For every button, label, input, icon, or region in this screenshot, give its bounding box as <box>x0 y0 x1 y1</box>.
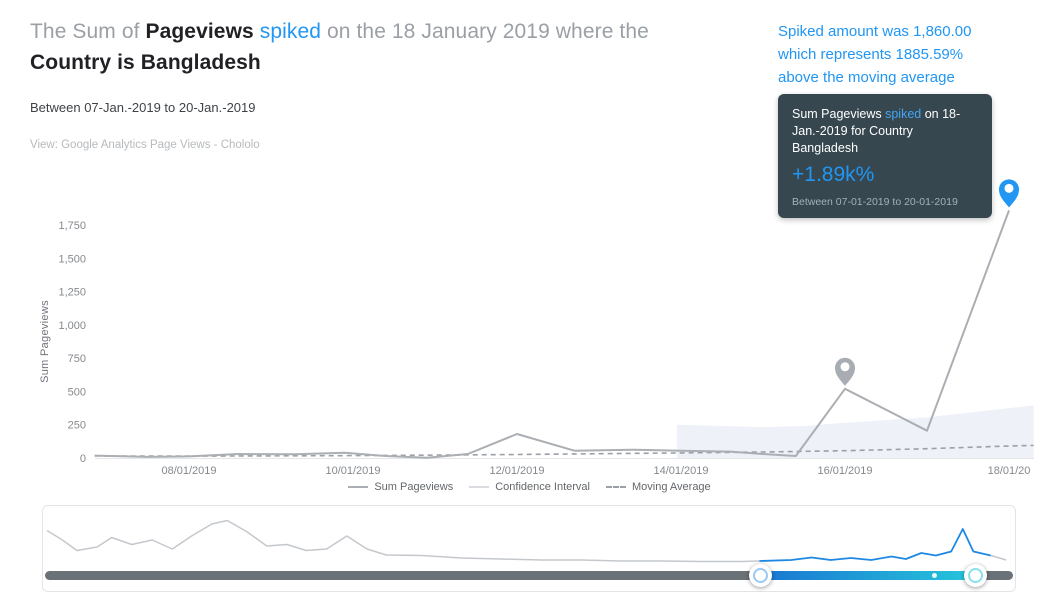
legend-swatch-icon <box>469 486 490 488</box>
track-position-dot <box>932 573 938 578</box>
confidence-interval-band <box>676 405 1034 458</box>
title-metric: Pageviews <box>145 20 254 43</box>
sparkline-segment <box>990 554 1007 561</box>
pin-body <box>835 357 855 386</box>
y-tick-label: 750 <box>68 353 86 365</box>
title-line-2: Country is Bangladesh <box>30 47 649 78</box>
y-tick-label: 1,500 <box>58 253 86 265</box>
selected-range[interactable] <box>760 571 976 580</box>
pin-hole <box>1004 183 1014 193</box>
page-title: The Sum of Pageviews spiked on the 18 Ja… <box>30 16 649 78</box>
spike-percentage: +1.89k% <box>792 163 875 186</box>
range-handle-right[interactable] <box>963 564 987 587</box>
range-handle-left[interactable] <box>748 564 772 587</box>
x-tick-label: 16/01/2019 <box>817 465 872 477</box>
y-tick-label: 500 <box>68 386 86 398</box>
minor-spike-pin-icon[interactable] <box>835 357 855 386</box>
pageviews-line-chart[interactable]: 0 250 500 750 1,000 1,250 1,500 1,750 Sum Pagevi… <box>0 170 1059 480</box>
x-tick-label: 10/01/2019 <box>325 465 380 477</box>
y-tick-label: 1,750 <box>58 220 86 232</box>
x-tick-label: 18/01/20 <box>988 465 1031 477</box>
spike-annotation-line: above the moving average <box>778 69 955 86</box>
pin-hole <box>840 362 850 372</box>
moving-average-line <box>94 444 1034 457</box>
legend-swatch-icon <box>605 486 626 488</box>
x-tick-label: 12/01/2019 <box>489 465 544 477</box>
legend-item-moving-average[interactable]: Moving Average <box>605 481 711 493</box>
legend-label: Sum Pageviews <box>374 481 454 493</box>
pageviews-line <box>94 210 1010 459</box>
spike-annotation: Spiked amount was 1,860.00 which represe… <box>778 20 971 89</box>
y-tick-label: 250 <box>68 420 86 432</box>
tooltip-text: Sum Pageviews spiked on 18-Jan.-2019 for… <box>792 106 978 157</box>
spike-annotation-line: Spiked amount was 1,860.00 <box>778 23 972 40</box>
legend-item-confidence-interval[interactable]: Confidence Interval <box>469 481 590 493</box>
spike-tooltip: Sum Pageviews spiked on 18-Jan.-2019 for… <box>778 94 992 218</box>
chart-legend: Sum Pageviews Confidence Interval Moving A… <box>0 481 1059 493</box>
major-spike-pin-icon[interactable] <box>999 179 1019 208</box>
range-slider-track[interactable] <box>45 564 1013 587</box>
legend-swatch-icon <box>348 486 369 488</box>
date-range-subtitle: Between 07-Jan.-2019 to 20-Jan.-2019 <box>30 100 256 115</box>
x-tick-label: 14/01/2019 <box>653 465 708 477</box>
title-dimension: Country is Bangladesh <box>30 51 261 74</box>
view-label: View: Google Analytics Page Views - Chol… <box>30 139 260 151</box>
tooltip-anomaly-type: spiked <box>885 107 922 121</box>
pin-body <box>999 179 1019 208</box>
minimap-sparkline <box>46 519 1007 563</box>
y-tick-label: 1,250 <box>58 287 86 299</box>
title-text: on the 18 January 2019 where the <box>326 20 649 43</box>
y-tick-label: 1,000 <box>58 320 86 332</box>
spike-annotation-line: which represents 1885.59% <box>778 46 964 63</box>
title-text: The Sum of <box>30 20 146 43</box>
y-tick-label: 0 <box>80 453 86 465</box>
tooltip-date-range: Between 07-01-2019 to 20-01-2019 <box>792 196 958 208</box>
header: The Sum of Pageviews spiked on the 18 Ja… <box>30 16 649 151</box>
title-anomaly-type: spiked <box>253 20 327 43</box>
x-tick-label: 08/01/2019 <box>161 465 216 477</box>
sparkline-selected-segment <box>759 528 992 562</box>
tooltip-text-part: on 18-Jan.-2019 for Country Bangladesh <box>792 107 961 155</box>
sparkline-segment <box>46 519 760 563</box>
legend-item-sum-pageviews[interactable]: Sum Pageviews <box>348 481 453 493</box>
y-axis-title: Sum Pageviews <box>39 300 51 383</box>
legend-label: Moving Average <box>631 481 711 493</box>
title-line-1: The Sum of Pageviews spiked on the 18 Ja… <box>30 16 649 47</box>
tooltip-text-part: Sum Pageviews <box>792 107 886 121</box>
legend-label: Confidence Interval <box>495 481 590 493</box>
